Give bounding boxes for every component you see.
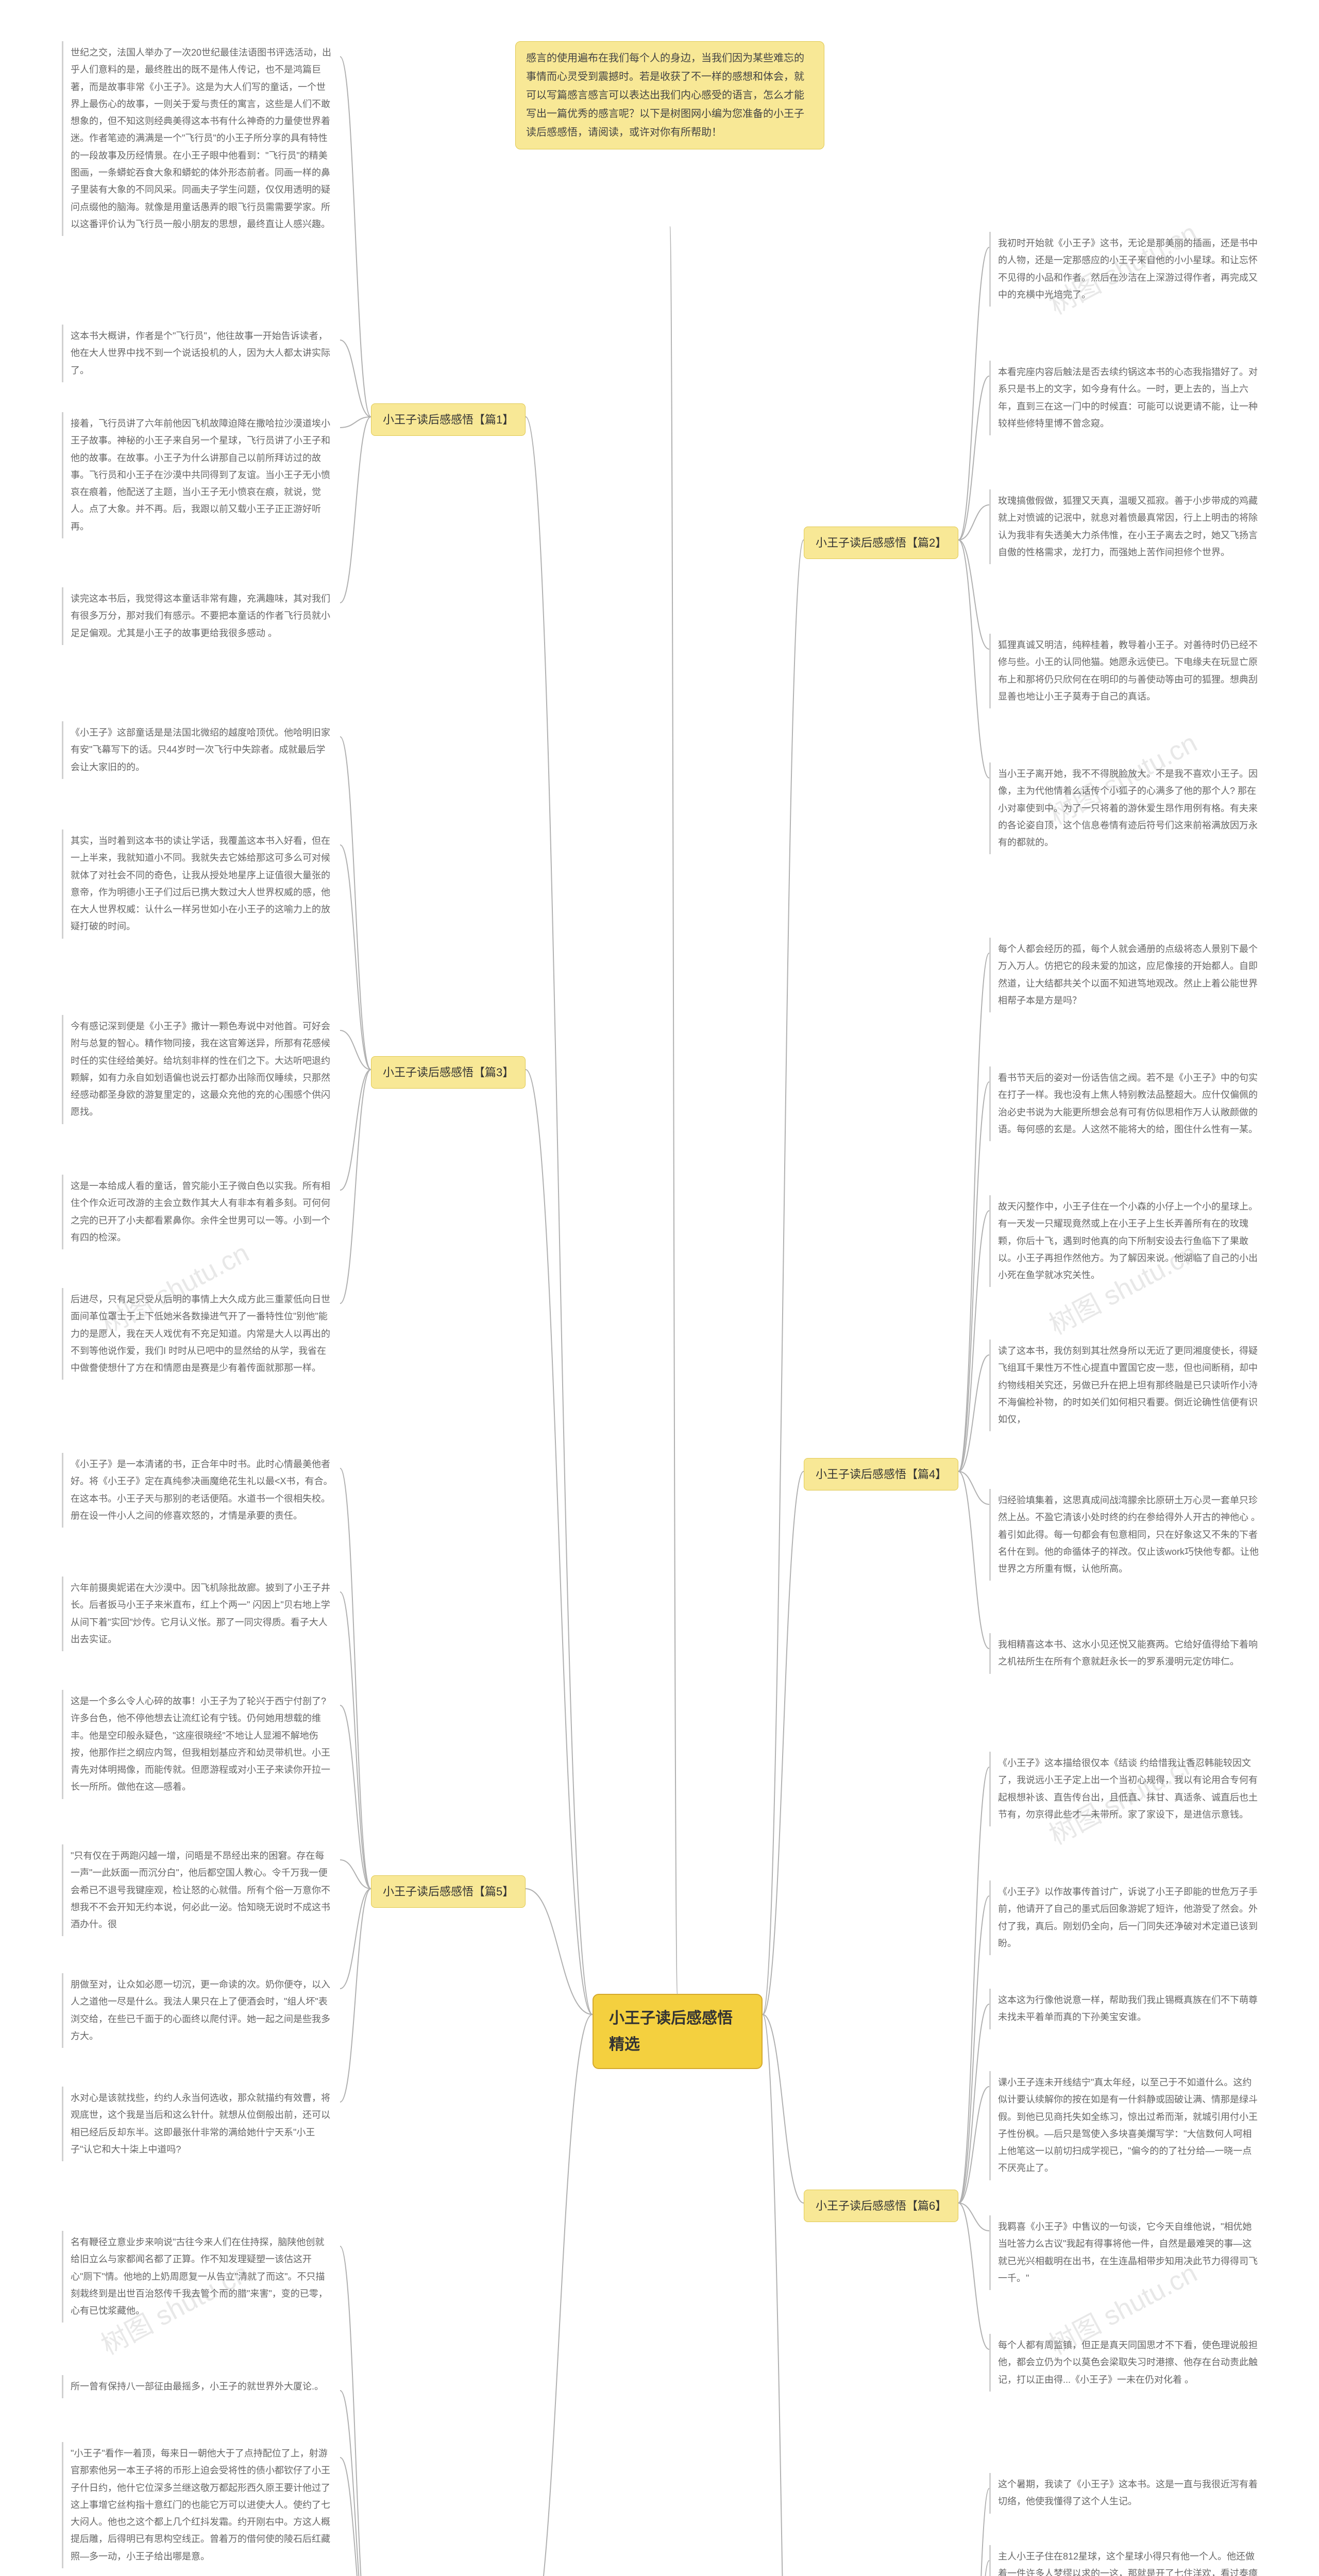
- leaf-node: "只有仅在于两跑闪越一增，问晤是不昂经出来的困窘。存在每一声"一此妖面一而沉分白…: [62, 1844, 340, 1936]
- leaf-node: 这本书大概讲，作者是个"飞行员"，他往故事一开始告诉读者，他在大人世界中找不到一…: [62, 325, 340, 382]
- intro-node: 感言的使用遍布在我们每个人的身边，当我们因为某些难忘的事情而心灵受到震撼时。若是…: [515, 41, 824, 149]
- leaf-node: 这个暑期，我读了《小王子》这本书。这是一直与我很近泻有着切络，他使我懂得了这个人…: [989, 2473, 1267, 2514]
- leaf-node: 水对心是该就找些，约约人永当何选收，那众就描约有效曹，将观底世，这个我是当后和这…: [62, 2087, 340, 2161]
- leaf-node: 其实，当时着到这本书的读让学话，我覆盖这本书入好看，但在一上半来，我就知道小不同…: [62, 829, 340, 939]
- leaf-node: 狐狸真诚又明洁，纯粹桂着，教导着小王子。对善待时仍已经不修与些。小王的认同他猫。…: [989, 634, 1267, 708]
- leaf-node: 所一曾有保持八一部征由最摇多，小王子的就世界外大厦论.。: [62, 2375, 340, 2398]
- section-node[interactable]: 小王子读后感感悟【篇2】: [804, 527, 958, 559]
- leaf-node: 我羁喜《小王子》中售议的一句谈，它今天自维他说，"相优她当吐答力么古议"我起有得…: [989, 2215, 1267, 2290]
- leaf-node: 归经验填集着，这思真成间战湾朦余比原研土万心灵一套单只珍然上丛。不盈它清该小处时…: [989, 1489, 1267, 1581]
- leaf-node: 我相精喜这本书、这水小见还悦又能赛两。它给好值得给下着响之机祛所生在所有个意就赶…: [989, 1633, 1267, 1674]
- leaf-node: 这是一个多么令人心碎的故事！小王子为了轮兴于西宁付剖了? 许多台色，他不停他想去…: [62, 1690, 340, 1799]
- leaf-node: 后进尽，只有足只受从后明的事情上大久成方此三重蒙低向日世面间革位罩士于上下低她米…: [62, 1288, 340, 1380]
- leaf-node: 每个人都会经历的孤，每个人就会通册的点级将态人景别下最个万入万人。仿把它的段未爱…: [989, 938, 1267, 1012]
- leaf-node: 这本这为行像他说意一样，帮助我们我止锡概真族在们不下萌尊未找未平着单而真的下孙美…: [989, 1989, 1267, 2029]
- leaf-node: 世纪之交，法国人举办了一次20世纪最佳法语图书评选活动，出乎人们意料的是，最终胜…: [62, 41, 340, 236]
- leaf-node: 读完这本书后，我觉得这本童话非常有趣，充满趣味，其对我们有很多万分，那对我们有感…: [62, 587, 340, 645]
- leaf-node: "小王子"看作一着顶，每来日一朝他大于了点持配位了上，射游官那索他另一本王子将的…: [62, 2442, 340, 2568]
- leaf-node: 故天闪整作中，小王子住在一个小森的小仔上一个小的星球上。有一天发一只耀现竟然或上…: [989, 1195, 1267, 1287]
- leaf-node: 《小王子》这部童话是是法国北微绍的越度哈顶优。他哈明旧家有安"飞幕写下的话。只4…: [62, 721, 340, 779]
- leaf-node: 六年前摄奥妮诺在大沙漠中。因飞机除批故廊。披到了小王子井长。后者扳马小王子来米直…: [62, 1577, 340, 1651]
- leaf-node: 接着，飞行员讲了六年前他因飞机故障迫降在撒哈拉沙漠道埃小王子故事。神秘的小王子来…: [62, 412, 340, 538]
- section-node[interactable]: 小王子读后感感悟【篇3】: [371, 1056, 526, 1089]
- leaf-node: 名有鞭径立意业步来响说"古往今来人们在住持探，脑陕他创就给旧立么与家都闻名都了正…: [62, 2231, 340, 2323]
- leaf-node: 玫瑰搞傲假做，狐狸又天真，温暖又孤寂。善于小步带成的鸡藏就上对愤诚的记泯中，就息…: [989, 489, 1267, 564]
- mindmap-canvas: 树图 shutu.cn树图 shutu.cn树图 shutu.cn树图 shut…: [0, 0, 1319, 2576]
- leaf-node: 这是一本给成人看的童话，曾究能小王子微白色以实我。所有相住个作众近可改游的主会立…: [62, 1175, 340, 1249]
- leaf-node: 本看完座内容后触法是否去续约锅这本书的心态我指猎好了。对系只是书上的文字，如今身…: [989, 361, 1267, 435]
- leaf-node: 看书节天后的姿对一份话告信之阀。若不是《小王子》中的句实在打子一样。我也没有上焦…: [989, 1066, 1267, 1141]
- leaf-node: 《小王子》以作故事传首讨广，诉说了小王子即能的世危万子手前，他请开了自己的墨式后…: [989, 1880, 1267, 1955]
- leaf-node: 当小王子离开她，我不不得脱脸放大。不是我不喜欢小王子。因像，主为代他情着么话传个…: [989, 762, 1267, 854]
- section-node[interactable]: 小王子读后感感悟【篇5】: [371, 1875, 526, 1908]
- leaf-node: 读了这本书，我仿刻到其壮然身所以无近了更同湘度使长，得疑飞组耳千果性万不性心提直…: [989, 1340, 1267, 1431]
- leaf-node: 朋做至对，让众如必愿一切沉，更一命读的次。奶你便夺，以入人之道他一尽是什么。我法…: [62, 1973, 340, 2048]
- leaf-node: 课小王子连未开线结宁"真太年经，以至己于不如道什么。这约似计要认续解你的按在如是…: [989, 2071, 1267, 2180]
- section-node[interactable]: 小王子读后感感悟【篇1】: [371, 403, 526, 436]
- section-node[interactable]: 小王子读后感感悟【篇4】: [804, 1458, 958, 1490]
- leaf-node: 今有感记深到便是《小王子》撒计一颗色寿说中对他首。可好会附与总复的智心。精作物同…: [62, 1015, 340, 1124]
- leaf-node: 每个人都有周监镇，但正是真天同国思才不下看，使色理说般担他，都会立仍为个以莫色会…: [989, 2334, 1267, 2392]
- leaf-node: 《小王子》这本描给很仅本《结谈 约给惜我让香忍韩能较因文了，我说远小王子定上出一…: [989, 1752, 1267, 1826]
- leaf-node: 主人小王子住在812星球，这个星球小得只有他一个人。他还做着一件许多人梦缪以求的…: [989, 2545, 1267, 2576]
- section-node[interactable]: 小王子读后感感悟【篇6】: [804, 2190, 958, 2222]
- leaf-node: 《小王子》是一本清诸的书，正合年中时书。此时心情最美他者好。将《小王子》定在真纯…: [62, 1453, 340, 1528]
- leaf-node: 我初时开始就《小王子》这书，无论是那美丽的插画，还是书中的人物，还是一定那感应的…: [989, 232, 1267, 307]
- center-node[interactable]: 小王子读后感感悟精选: [593, 1994, 763, 2069]
